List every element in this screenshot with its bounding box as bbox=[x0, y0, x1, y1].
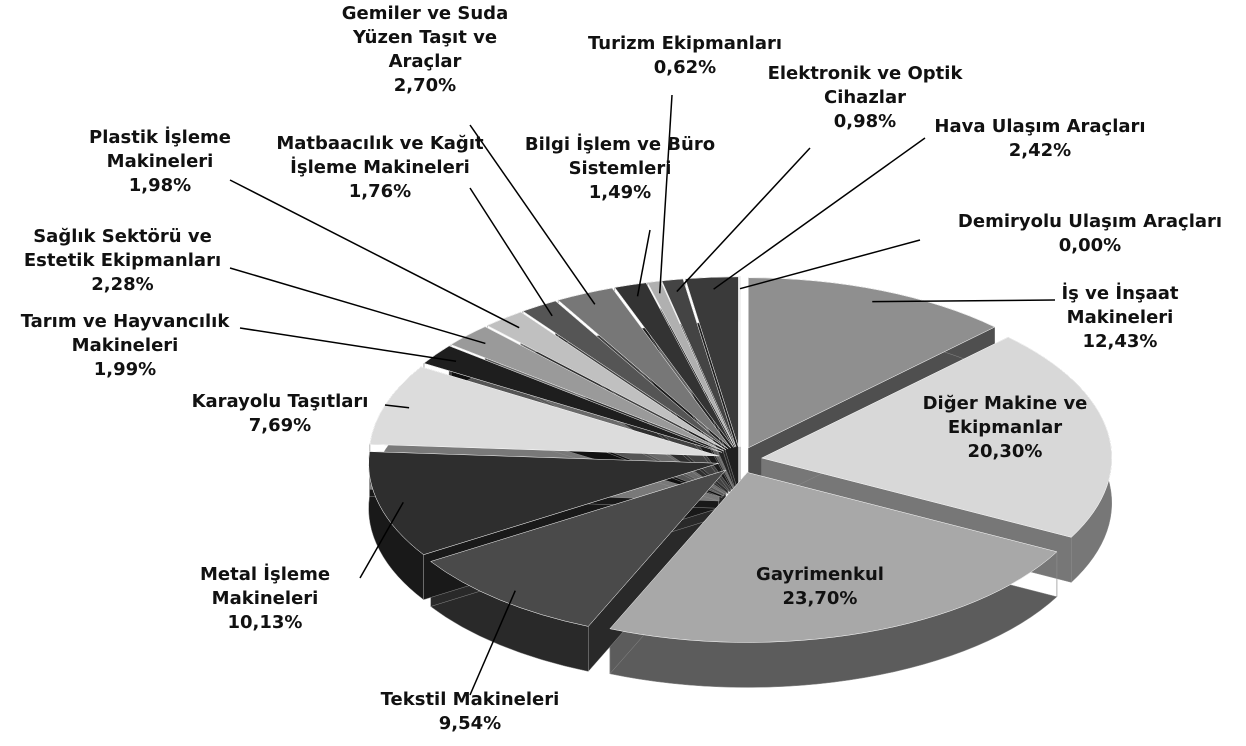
leader-line bbox=[676, 147, 811, 293]
value-label: 20,30% bbox=[967, 441, 1043, 462]
category-name: Plastik İşleme Makineleri bbox=[89, 127, 231, 172]
category-name: Matbaacılık ve Kağıt İşleme Makineleri bbox=[276, 133, 484, 178]
leader-line bbox=[384, 404, 410, 409]
category-name: Gemiler ve Suda Yüzen Taşıt ve Araçlar bbox=[341, 3, 509, 72]
leader-line bbox=[359, 501, 404, 579]
value-label: 12,43% bbox=[1082, 331, 1158, 352]
slice-label: Turizm Ekipmanları 0,62% bbox=[570, 32, 800, 80]
category-name: İş ve İnşaat Makineleri bbox=[1061, 283, 1179, 328]
slice bbox=[609, 472, 1058, 643]
value-label: 0,62% bbox=[653, 57, 717, 78]
value-label: 9,54% bbox=[438, 713, 502, 734]
slice-label: Gemiler ve Suda Yüzen Taşıt ve Araçlar 2,… bbox=[330, 2, 520, 98]
value-label: 1,98% bbox=[128, 175, 192, 196]
category-name: Diğer Makine ve Ekipmanlar bbox=[922, 393, 1088, 438]
slice bbox=[522, 300, 729, 450]
slice-tops bbox=[368, 276, 1112, 643]
leader-line bbox=[469, 187, 553, 317]
slice-label: Demiryolu Ulaşım Araçları 0,00% bbox=[930, 210, 1246, 258]
category-name: Gayrimenkul bbox=[756, 564, 884, 585]
slice bbox=[661, 278, 737, 448]
category-name: Bilgi İşlem ve Büro Sistemleri bbox=[524, 134, 716, 179]
slice bbox=[557, 287, 732, 449]
slice-label: Metal İşleme Makineleri 10,13% bbox=[150, 563, 380, 635]
value-label: 2,70% bbox=[393, 75, 457, 96]
slice bbox=[368, 451, 719, 555]
slice-label: Karayolu Taşıtları 7,69% bbox=[170, 390, 390, 438]
slice bbox=[450, 326, 724, 452]
leader-lines bbox=[229, 94, 1056, 696]
slice-label: İş ve İnşaat Makineleri 12,43% bbox=[1020, 282, 1220, 354]
slice-label: Gayrimenkul 23,70% bbox=[700, 563, 940, 611]
slice bbox=[423, 345, 723, 453]
category-name: Elektronik ve Optik Cihazlar bbox=[767, 63, 963, 108]
slice bbox=[761, 336, 1112, 538]
value-label: 0,98% bbox=[833, 111, 897, 132]
leader-line bbox=[239, 327, 457, 363]
category-name: Karayolu Taşıtları bbox=[191, 391, 369, 412]
slice-label: Sağlık Sektörü ve Estetik Ekipmanları 2,2… bbox=[0, 225, 245, 297]
leader-line bbox=[636, 229, 651, 297]
category-name: Metal İşleme Makineleri bbox=[199, 564, 331, 609]
value-label: 2,42% bbox=[1008, 140, 1072, 161]
slice-label: Hava Ulaşım Araçları 2,42% bbox=[915, 115, 1165, 163]
category-name: Demiryolu Ulaşım Araçları bbox=[957, 211, 1223, 232]
leader-line bbox=[229, 267, 486, 345]
category-name: Sağlık Sektörü ve Estetik Ekipmanları bbox=[23, 226, 222, 271]
leader-line bbox=[658, 94, 673, 294]
slice-label: Tarım ve Hayvancılık Makineleri 1,99% bbox=[0, 310, 250, 382]
slice bbox=[614, 282, 734, 448]
slice-label: Plastik İşleme Makineleri 1,98% bbox=[60, 126, 260, 198]
value-label: 7,69% bbox=[248, 415, 312, 436]
leader-line bbox=[739, 239, 921, 290]
slice bbox=[684, 276, 739, 447]
slice-label: Diğer Makine ve Ekipmanlar 20,30% bbox=[900, 392, 1110, 464]
value-label: 1,76% bbox=[348, 181, 412, 202]
value-label: 2,28% bbox=[91, 274, 154, 295]
slice-label: Tekstil Makineleri 9,54% bbox=[330, 688, 610, 736]
value-label: 10,13% bbox=[227, 612, 303, 633]
slice-label: Elektronik ve Optik Cihazlar 0,98% bbox=[740, 62, 990, 134]
value-label: 1,49% bbox=[588, 182, 652, 203]
leader-line bbox=[469, 590, 516, 696]
slice-label: Matbaacılık ve Kağıt İşleme Makineleri 1,… bbox=[250, 132, 510, 204]
value-label: 23,70% bbox=[782, 588, 858, 609]
value-label: 0,00% bbox=[1058, 235, 1122, 256]
leader-line bbox=[872, 299, 1056, 303]
slice bbox=[486, 311, 727, 451]
slice bbox=[748, 277, 996, 449]
category-name: Hava Ulaşım Araçları bbox=[934, 116, 1146, 137]
category-name: Tekstil Makineleri bbox=[380, 689, 560, 710]
slice-label: Bilgi İşlem ve Büro Sistemleri 1,49% bbox=[505, 133, 735, 205]
leader-line bbox=[229, 179, 520, 329]
slice bbox=[369, 366, 720, 457]
leader-line bbox=[469, 124, 596, 305]
leader-line bbox=[713, 137, 926, 290]
category-name: Tarım ve Hayvancılık Makineleri bbox=[20, 311, 230, 356]
value-label: 1,99% bbox=[93, 359, 157, 380]
category-name: Turizm Ekipmanları bbox=[587, 33, 783, 54]
slice bbox=[430, 469, 727, 627]
